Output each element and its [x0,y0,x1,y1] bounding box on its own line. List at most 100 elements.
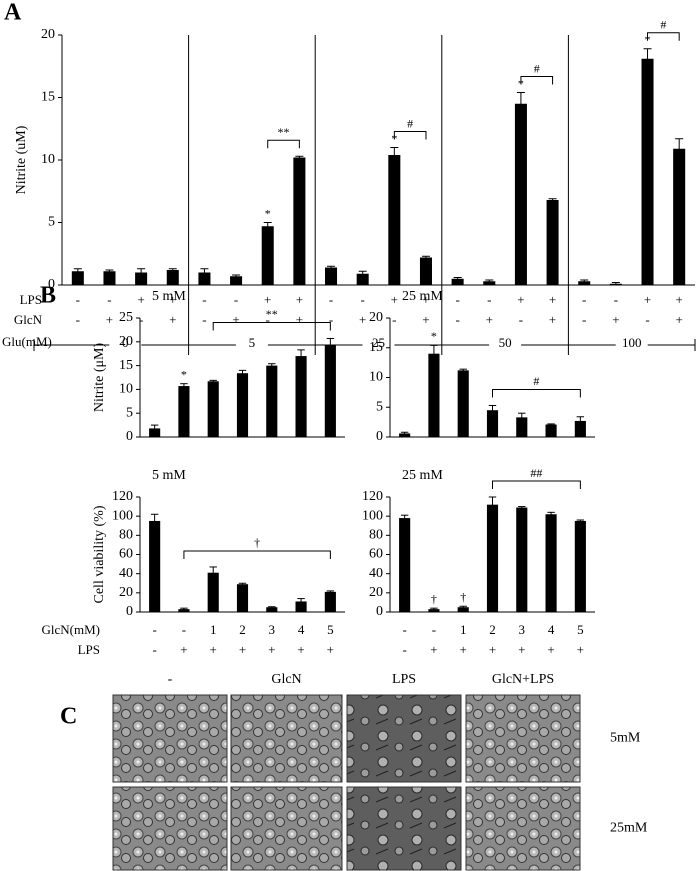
row-value: - [182,622,186,637]
y-tick-label: 100 [112,508,133,523]
micrograph [465,694,581,783]
micrograph [230,786,343,871]
y-tick-label: 10 [369,370,383,385]
bar [325,267,338,285]
row-value: - [329,312,333,327]
y-axis-label: Cell viability (%) [92,505,107,603]
bar [428,609,440,612]
bar [207,381,219,437]
micrograph [346,694,462,783]
panel-label: A [4,0,22,26]
bar [419,257,432,285]
significance-bracket [212,321,331,331]
group-label: 50 [499,335,512,350]
bar [295,356,307,437]
group-label: 100 [622,335,642,350]
row-label: Glu(mM) [2,334,52,349]
y-tick-label: 0 [376,429,383,444]
y-tick-label: 20 [119,334,133,349]
y-tick-label: 100 [362,508,383,523]
y-tick-label: 80 [369,528,383,543]
bar [266,607,278,612]
bar [103,271,116,285]
row-value: + [486,312,493,327]
bar [324,344,336,437]
row-value: + [359,312,366,327]
row-value: - [402,642,406,657]
column-label: LPS [392,672,416,687]
row-value: 4 [298,622,305,637]
y-tick-label: 5 [48,215,55,230]
row-value: 5 [577,622,584,637]
significance-bracket [267,139,300,149]
row-value: + [460,642,467,657]
row-value: - [76,312,80,327]
y-tick-label: 120 [112,489,133,504]
significance-label: ** [266,307,278,321]
bar [178,386,190,437]
significance-label: † [460,590,466,604]
row-value: + [264,292,271,307]
row-value: + [549,312,556,327]
bar [457,370,469,437]
significance-bracket [183,550,331,559]
bar [641,58,654,285]
row-value: + [137,292,144,307]
y-tick-label: 20 [369,585,383,600]
bar [673,148,686,285]
bar [356,273,369,285]
y-axis-label: Nitrite (uM) [14,125,29,194]
significance-label: # [534,61,540,75]
bar [546,200,559,285]
row-value: - [202,292,206,307]
row-value: 3 [519,622,526,637]
y-tick-label: 0 [126,604,133,619]
row-value: 2 [489,622,496,637]
row-value: - [329,292,333,307]
bar [486,410,499,437]
bar [178,609,190,612]
bar [71,271,84,285]
row-value: 2 [239,622,246,637]
row-label: 25mM [610,821,648,836]
bar [545,424,557,437]
micrograph [112,786,228,871]
column-label: GlcN+LPS [492,672,554,687]
bar [578,281,591,285]
chart-title: 5 mM [152,289,186,304]
row-value: - [582,292,586,307]
significance-label: † [254,536,260,550]
row-value: - [139,312,143,327]
row-value: - [202,312,206,327]
row-value: + [612,312,619,327]
y-tick-label: 10 [119,382,133,397]
bar [388,155,401,285]
row-label: LPS [78,642,100,657]
row-value: + [296,292,303,307]
row-value: - [361,292,365,307]
chart-title: 25 mM [402,468,443,483]
row-label: GlcN [14,312,43,327]
row-value: + [549,292,556,307]
row-value: 3 [269,622,276,637]
row-value: 1 [460,622,467,637]
row-value: + [422,312,429,327]
row-value: - [519,312,523,327]
row-value: - [582,312,586,327]
significance-label: # [533,374,539,388]
significance-bracket [647,32,680,41]
row-value: + [391,292,398,307]
row-value: - [107,292,111,307]
bar [198,272,211,285]
bar [486,504,499,612]
y-tick-label: 20 [41,27,55,42]
y-tick-label: 5 [126,405,133,420]
group-label: 0 [122,335,129,350]
y-tick-label: 10 [41,152,55,167]
bar [149,520,161,612]
significance-label: # [407,116,413,130]
significance-bracket [520,76,554,85]
row-label: 5mM [610,731,641,746]
